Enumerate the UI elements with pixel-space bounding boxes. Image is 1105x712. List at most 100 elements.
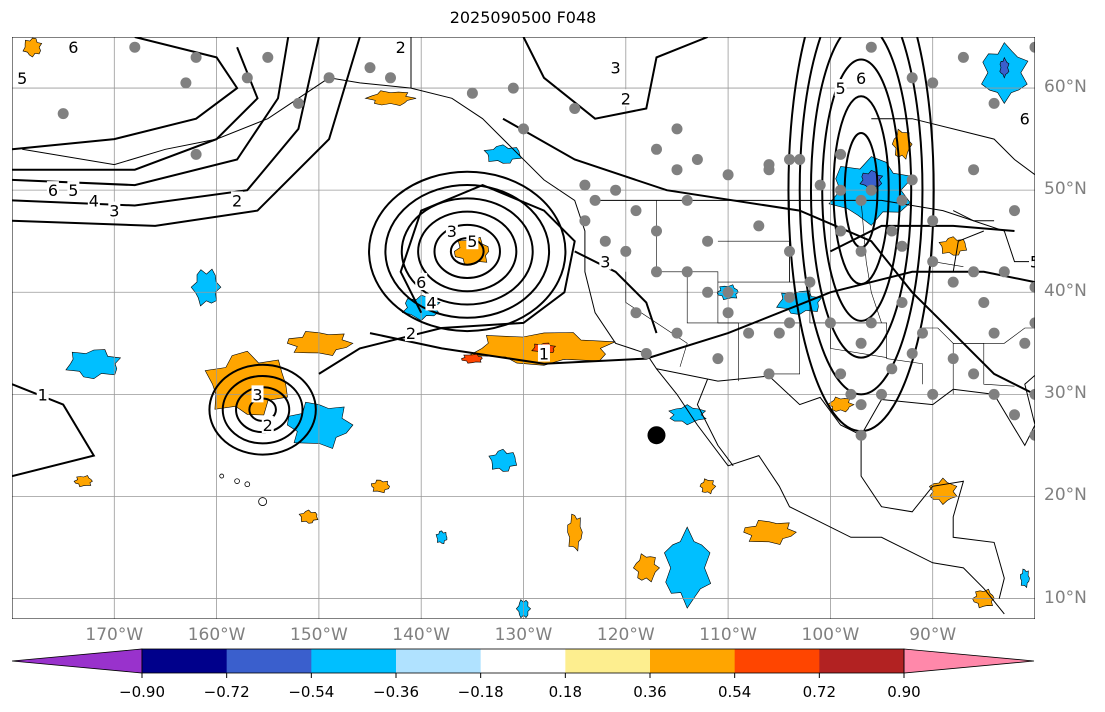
contour-label: 3 bbox=[610, 59, 620, 78]
station-dot bbox=[784, 291, 795, 303]
colorbar-segment bbox=[226, 649, 312, 673]
station-dot bbox=[180, 77, 192, 89]
contour-label-bg bbox=[1018, 109, 1031, 127]
colorbar-tick-label: −0.36 bbox=[373, 683, 419, 701]
colorbar-segment bbox=[734, 649, 820, 673]
station-dot bbox=[630, 307, 642, 319]
station-dot bbox=[794, 154, 806, 165]
contour-line bbox=[798, 37, 924, 396]
contour-line bbox=[522, 37, 708, 120]
contour-label-bg bbox=[537, 344, 550, 362]
contour-label: 3 bbox=[252, 385, 262, 404]
latitude-label: 10°N bbox=[1044, 587, 1087, 608]
station-dot bbox=[978, 297, 990, 308]
island bbox=[258, 497, 268, 506]
colorbar-tick-label: 0.18 bbox=[549, 683, 582, 701]
colorbar-segment bbox=[396, 649, 482, 673]
negative-anomaly-region bbox=[190, 268, 222, 307]
latitude-label: 30°N bbox=[1044, 383, 1087, 404]
contour-line bbox=[221, 374, 304, 445]
station-dot bbox=[906, 72, 918, 84]
positive-anomaly-region bbox=[938, 236, 968, 256]
longitude-label: 170°W bbox=[85, 625, 144, 645]
positive-anomaly-region bbox=[632, 553, 660, 583]
state-border bbox=[656, 200, 739, 382]
contour-label: 1 bbox=[539, 345, 549, 364]
station-dot bbox=[865, 184, 877, 196]
longitude-label: 150°W bbox=[290, 625, 348, 645]
station-dot bbox=[947, 276, 959, 288]
station-dot bbox=[702, 235, 714, 247]
contour-label-bg bbox=[46, 181, 59, 199]
station-dot bbox=[906, 348, 918, 359]
station-dot bbox=[1029, 41, 1035, 53]
contour-line bbox=[433, 223, 501, 279]
contour-line bbox=[368, 170, 567, 333]
station-dot bbox=[927, 77, 939, 89]
station-dot bbox=[1029, 388, 1035, 400]
colorbar-frame bbox=[141, 648, 905, 674]
contour-label: 1 bbox=[38, 385, 48, 404]
coastline bbox=[22, 77, 1005, 615]
contour-label-bg bbox=[231, 191, 244, 209]
contour-label-bg bbox=[599, 252, 612, 270]
colorbar-segment bbox=[480, 649, 566, 673]
station-dot bbox=[722, 307, 734, 319]
contour-label: 5 bbox=[836, 79, 846, 98]
station-dot bbox=[466, 87, 478, 99]
state-border bbox=[686, 271, 800, 324]
station-dot bbox=[927, 215, 939, 227]
station-dot bbox=[896, 194, 908, 206]
station-dot bbox=[1029, 317, 1035, 329]
station-dot bbox=[518, 123, 529, 135]
station-dot bbox=[855, 194, 867, 206]
station-dot bbox=[865, 317, 877, 329]
contour-label: 6 bbox=[48, 181, 58, 200]
colorbar: −0.90 −0.72 −0.54 −0.36 −0.18 0.18 0.36 0.54 0.7… bbox=[12, 648, 1035, 701]
contour-line bbox=[417, 210, 518, 293]
station-dot bbox=[917, 327, 928, 339]
contour-label-bg bbox=[16, 68, 29, 86]
coastline bbox=[656, 368, 862, 436]
island bbox=[234, 478, 240, 484]
colorbar-tick-label: 0.90 bbox=[887, 683, 920, 701]
contour-line bbox=[369, 270, 1035, 365]
contour-label-bg bbox=[67, 181, 80, 199]
latitude-label: 50°N bbox=[1044, 179, 1087, 200]
contour-line bbox=[809, 37, 913, 359]
station-dot bbox=[1029, 281, 1035, 293]
colorbar-ticks: −0.90 −0.72 −0.54 −0.36 −0.18 0.18 0.36 0.54 0.7… bbox=[119, 673, 921, 701]
station-dot bbox=[804, 276, 816, 288]
station-dot bbox=[906, 174, 918, 186]
station-dot bbox=[651, 266, 662, 278]
colorbar-tick-label: 0.54 bbox=[718, 683, 751, 701]
state-border bbox=[763, 322, 801, 375]
negative-anomaly-region bbox=[488, 448, 518, 472]
strong-negative-region bbox=[999, 56, 1010, 79]
station-dot bbox=[865, 41, 877, 53]
contour-line bbox=[400, 197, 534, 306]
contour-line bbox=[384, 184, 551, 319]
contour-label: 2 bbox=[396, 38, 406, 57]
colorbar-segment bbox=[650, 649, 736, 673]
station-dot bbox=[1029, 429, 1035, 441]
positive-anomaly-region bbox=[364, 90, 417, 106]
station-dot bbox=[722, 286, 734, 298]
station-dot bbox=[620, 245, 632, 257]
height-contours bbox=[12, 37, 1035, 478]
station-dot bbox=[855, 245, 867, 257]
station-dot bbox=[835, 225, 847, 237]
station-dot bbox=[845, 388, 857, 400]
contour-label-bg bbox=[855, 68, 868, 86]
station-dot bbox=[814, 179, 826, 191]
contour-label-bg bbox=[404, 324, 417, 342]
station-dot bbox=[671, 123, 683, 135]
colorbar-segment bbox=[311, 649, 397, 673]
contour-label: 5 bbox=[68, 181, 78, 200]
coastline bbox=[952, 210, 995, 222]
contour-line bbox=[12, 37, 239, 151]
contour-label: 5 bbox=[17, 69, 27, 88]
station-dot bbox=[855, 337, 867, 349]
longitude-label: 120°W bbox=[596, 625, 655, 645]
contour-line bbox=[502, 117, 1035, 396]
